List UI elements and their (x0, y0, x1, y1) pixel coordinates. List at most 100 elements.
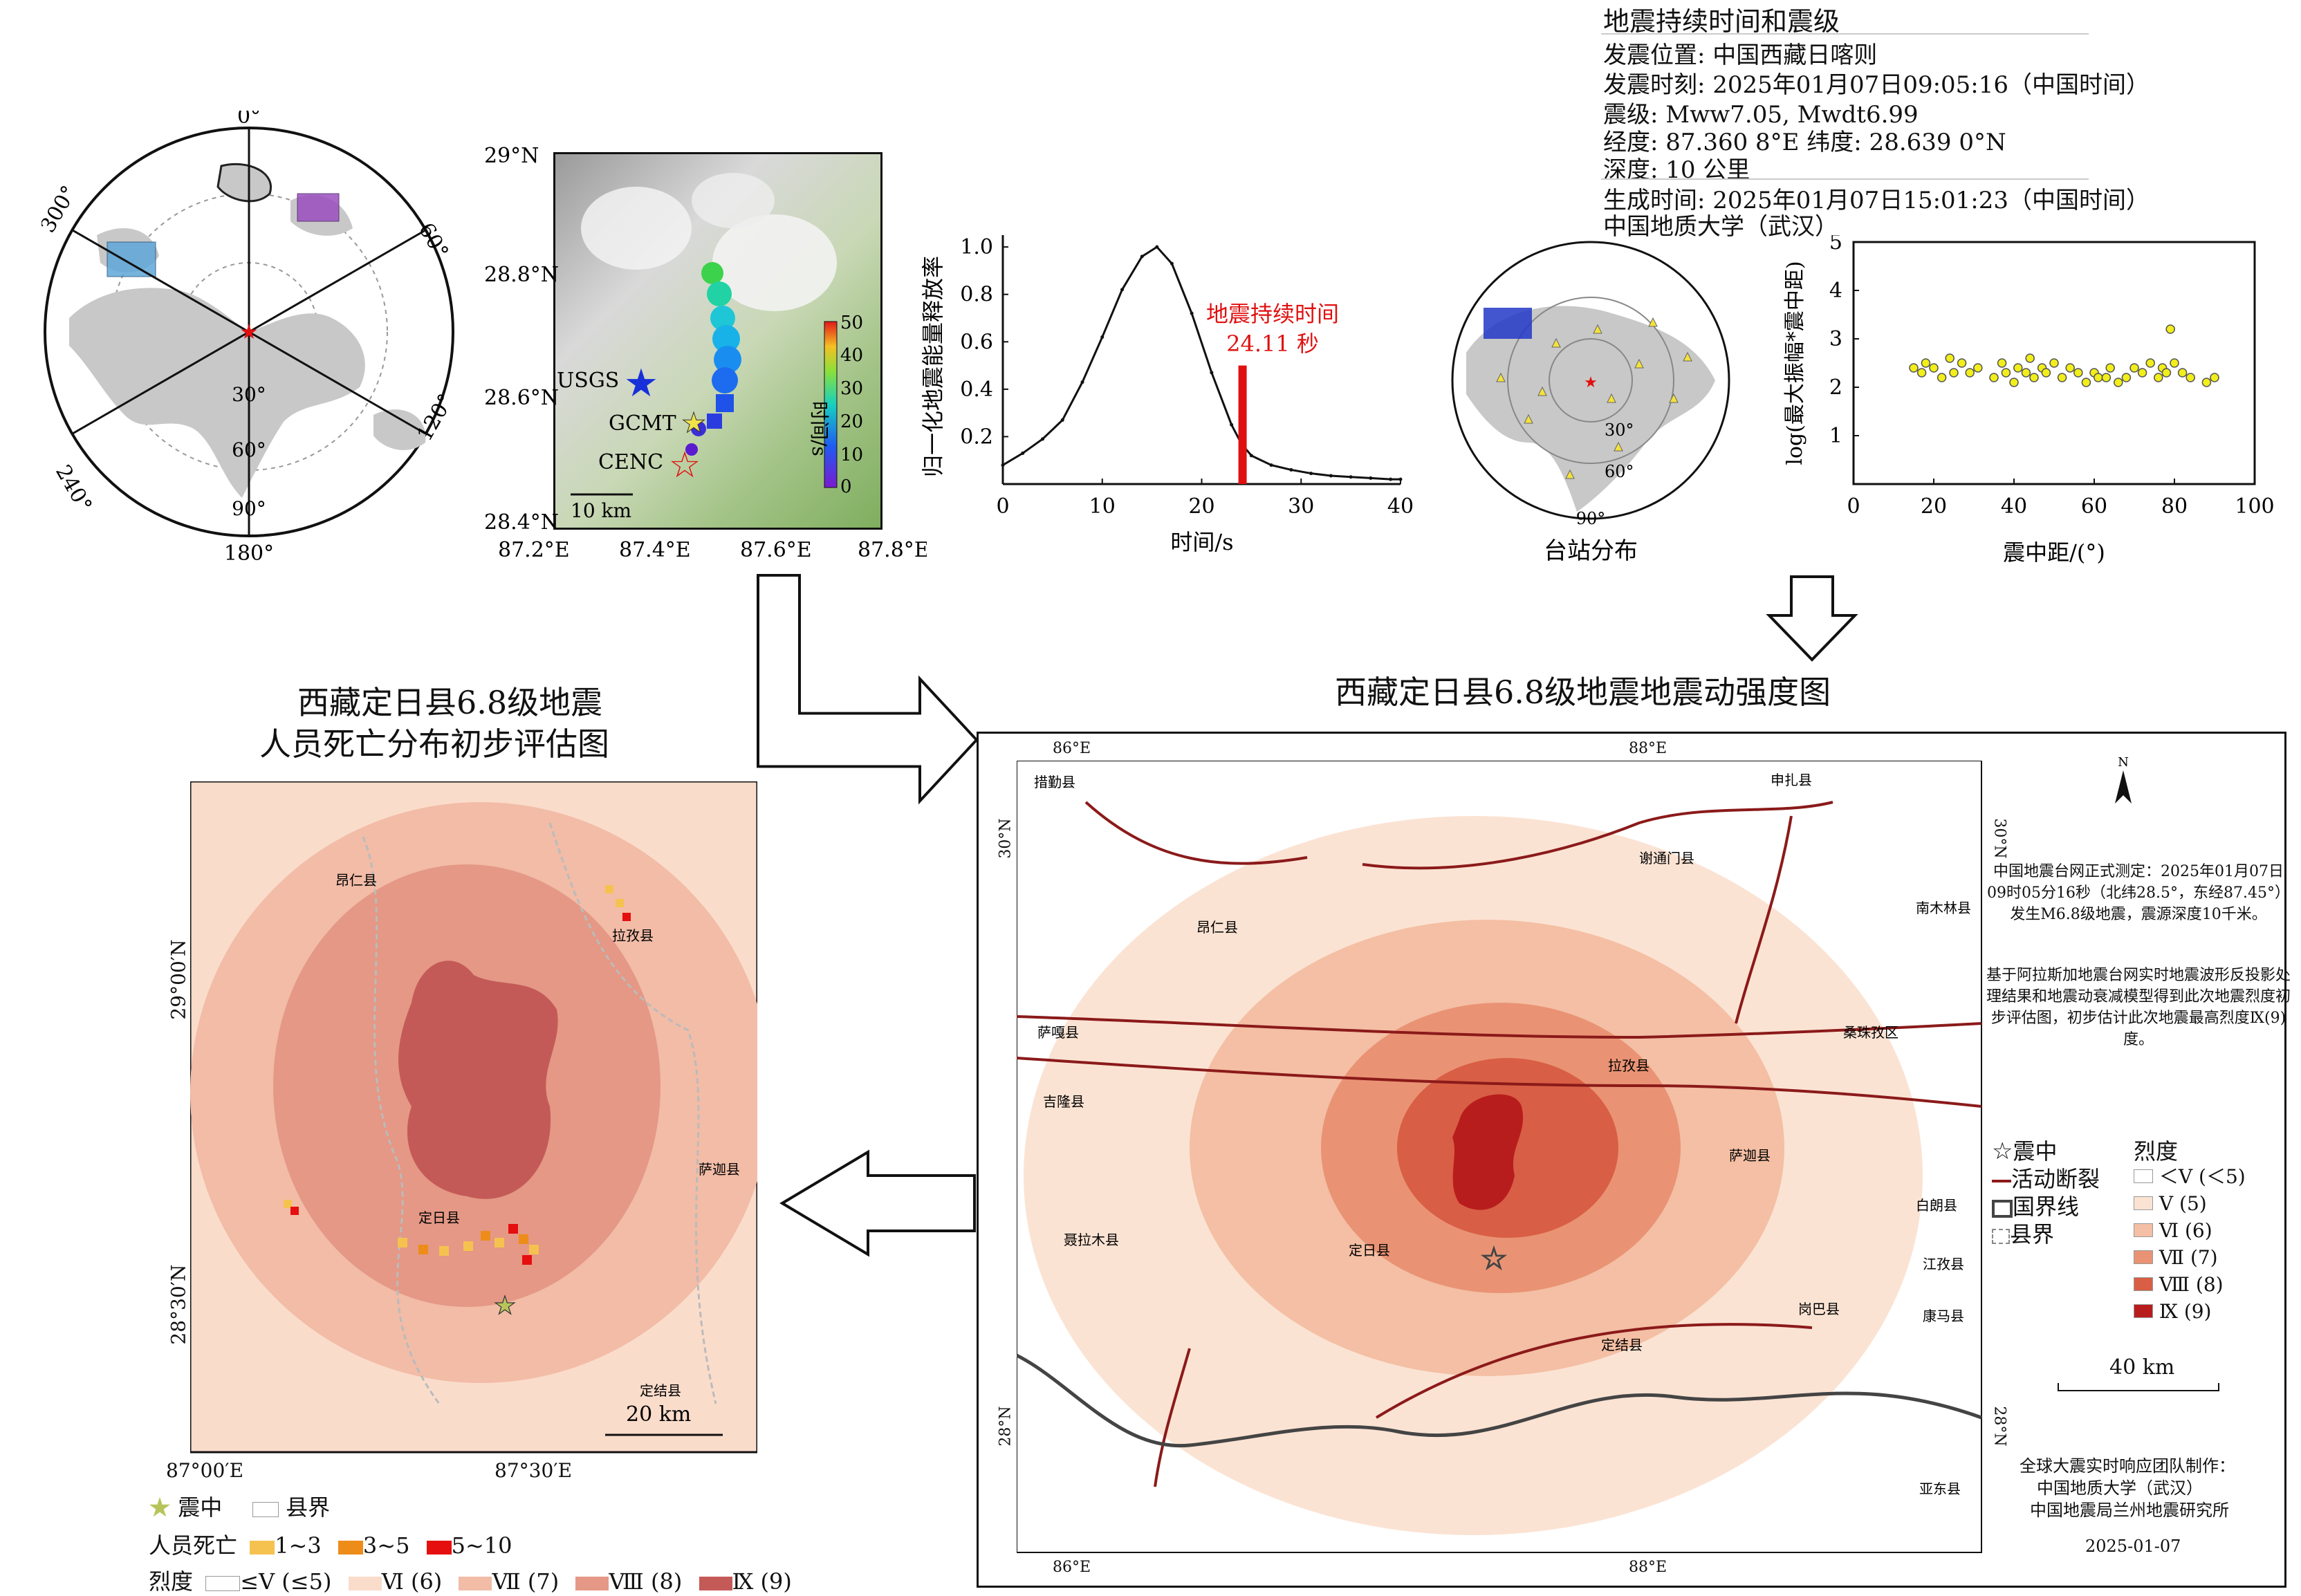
usgs-star: ★ (624, 361, 658, 406)
casualty-title-2: 人员死亡分布初步评估图 (259, 725, 609, 763)
station-epicenter: ★ (1584, 374, 1598, 391)
legend-level-5: Ⅸ (9) (2134, 1298, 2246, 1325)
ring-label-90: 90° (232, 497, 266, 520)
legend-level-3: Ⅶ (7) (2134, 1244, 2246, 1271)
source-cenc: CENC (598, 450, 663, 474)
svg-text:定日县: 定日县 (1349, 1242, 1390, 1259)
svg-text:N: N (2118, 755, 2129, 770)
scatter-point (1916, 368, 1927, 378)
legend-level-2: Ⅵ (6) (2134, 1217, 2246, 1244)
stf-point (1041, 437, 1044, 441)
scatter-point (1973, 363, 1983, 373)
cenc-star: ☆ (669, 445, 701, 486)
stf-point (1398, 477, 1403, 481)
scatter-point (2013, 363, 2023, 373)
cm-lon-87: 87°00′E (166, 1459, 244, 1482)
casualty-scale-label: 20 km (626, 1402, 691, 1427)
lat-tick: 28.4°N (484, 510, 559, 535)
active-faults (1017, 801, 1982, 1487)
cbar-tick: 40 (840, 345, 863, 366)
im-lat-left-30: 30°N (997, 818, 1015, 859)
ring-label-60: 60° (232, 438, 266, 461)
cm-lat-2830: 28°30′N (167, 1264, 190, 1345)
im-lon-top-86: 86°E (1053, 740, 1091, 757)
flow-arrow-down (1766, 575, 1858, 662)
stf-point (1210, 371, 1214, 375)
im-lon-top-88: 88°E (1629, 740, 1667, 757)
cm-lat-29: 29°00′N (167, 939, 190, 1020)
svg-text:萨迦县: 萨迦县 (1729, 1147, 1771, 1164)
stf-annotation-value: 24.11 秒 (1226, 331, 1319, 357)
credit-3: 中国地震局兰州地震研究所 (2030, 1501, 2229, 1520)
death-cells (284, 885, 631, 1265)
legend-intensity-title: 烈度 (2134, 1138, 2179, 1164)
im-lon-bottom-88: 88°E (1629, 1559, 1667, 1576)
scatter-ytick-label: 3 (1829, 327, 1842, 351)
time-colorbar (824, 321, 838, 488)
stf-xtick-label: 20 (1188, 494, 1214, 519)
lon-tick: 87.8°E (858, 538, 927, 562)
scatter-xtick-label: 60 (2081, 494, 2107, 519)
scatter-point (2137, 368, 2147, 378)
svg-text:亚东县: 亚东县 (1919, 1481, 1961, 1497)
svg-text:萨迦县: 萨迦县 (699, 1161, 740, 1178)
scatter-xtick-label: 20 (1921, 494, 1947, 519)
scatter-point (2081, 378, 2091, 387)
stf-point (1389, 477, 1393, 481)
legend-level-4: Ⅷ (8) (2134, 1271, 2246, 1298)
station-ring-30: 30° (1605, 420, 1634, 440)
stf-point (1249, 454, 1253, 458)
legend-county: 县界 (1992, 1217, 2054, 1249)
svg-text:萨嘎县: 萨嘎县 (1037, 1024, 1079, 1041)
national-border (1017, 1353, 1982, 1448)
intensity-note-1: 中国地震台网正式测定：2025年01月07日09时05分16秒（北纬28.5°，… (1987, 863, 2290, 923)
scatter-point (2114, 378, 2123, 387)
lon-tick: 87.2°E (498, 538, 570, 562)
im-lon-bottom-86: 86°E (1053, 1559, 1091, 1576)
scatter-point (2009, 378, 2019, 387)
svg-text:聂拉木县: 聂拉木县 (1064, 1232, 1119, 1248)
scatter-ytick-label: 4 (1829, 279, 1842, 303)
source-usgs: USGS (557, 369, 619, 393)
cm-legend-epicenter: ★ 震中 (149, 1494, 223, 1521)
flow-arrow-left (779, 1149, 976, 1257)
scatter-xtick-label: 0 (1847, 494, 1860, 519)
stf-point (1120, 288, 1124, 292)
scatter-ylabel: log(最大振幅*震中距) (1783, 261, 1807, 465)
stf-ylabel: 归一化地震能量释放率 (920, 256, 946, 477)
casualty-county-labels: 昂仁县 拉孜县 萨迦县 定日县 定结县 (335, 872, 740, 1399)
scatter-xtick-label: 100 (2235, 494, 2274, 519)
scatter-xtick-label: 80 (2161, 494, 2188, 519)
intensity-scale-label: 40 km (2109, 1355, 2175, 1380)
lat-tick: 28.6°N (484, 386, 559, 410)
scatter-point (1949, 368, 1959, 378)
scatter-point (1945, 353, 1955, 363)
polar-label-0: 0° (237, 111, 261, 129)
casualty-epicenter: ★ (494, 1292, 516, 1320)
stf-ytick-label: 1.0 (960, 235, 993, 259)
svg-text:定结县: 定结县 (640, 1382, 681, 1399)
station-caption: 台站分布 (1544, 537, 1638, 565)
scatter-point (2161, 368, 2172, 378)
scale-10km: 10 km (571, 499, 631, 522)
stf-point (1170, 261, 1174, 266)
county-labels: 昂仁县 萨嘎县 吉隆县 聂拉木县 定日县 拉孜县 萨迦县 定结县 岗巴县 谢通门… (1034, 772, 1971, 1497)
source-gcmt: GCMT (609, 411, 676, 436)
legend-level-0: ＜Ⅴ (＜5) (2134, 1163, 2246, 1190)
im-lat-left-28: 28°N (997, 1406, 1015, 1447)
stf-point (1289, 467, 1293, 472)
lat-tick: 29°N (484, 144, 539, 168)
stf-point (1329, 474, 1333, 478)
scatter-point (1929, 363, 1939, 373)
scatter-point (2021, 368, 2031, 378)
scatter-point (1921, 358, 1931, 368)
svg-text:江孜县: 江孜县 (1923, 1256, 1964, 1272)
scatter-point (2073, 368, 2083, 378)
im-lat-right-30: 30°N (1990, 818, 2008, 859)
info-title-rule (1601, 33, 2089, 35)
cbar-tick: 50 (840, 313, 863, 333)
scatter-point (2186, 373, 2195, 382)
info-coords: 经度: 87.360 8°E 纬度: 28.639 0°N (1603, 129, 2006, 156)
stf-point (1140, 254, 1144, 259)
info-org: 中国地质大学（武汉） (1603, 213, 1838, 241)
